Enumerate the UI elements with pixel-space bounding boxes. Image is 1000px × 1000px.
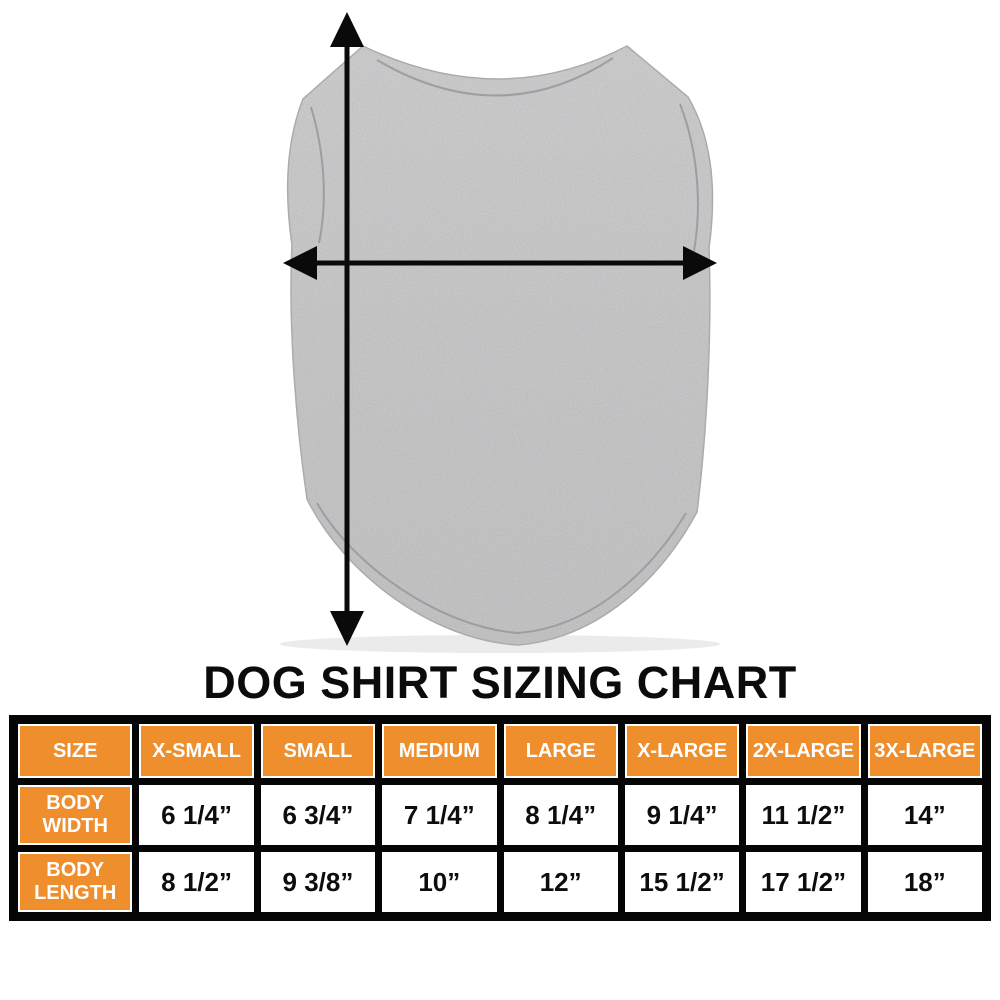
header-cell-2x-large: 2X-LARGE — [746, 724, 861, 778]
header-cell-x-large: X-LARGE — [624, 724, 740, 778]
dog-shirt-diagram-svg — [280, 12, 720, 653]
sizing-table: SIZE X-SMALL SMALL MEDIUM LARGE X-LARGE … — [9, 715, 991, 921]
body-width-3x-large: 14” — [867, 785, 982, 845]
body-length-x-small: 8 1/2” — [139, 852, 254, 912]
body-length-medium: 10” — [382, 852, 497, 912]
header-cell-x-small: X-SMALL — [139, 724, 254, 778]
header-cell-small: SMALL — [260, 724, 376, 778]
shirt-seams — [310, 57, 699, 635]
body-width-small: 6 3/4” — [260, 785, 376, 845]
body-width-x-small: 6 1/4” — [139, 785, 254, 845]
body-length-x-large: 15 1/2” — [624, 852, 740, 912]
header-row: SIZE X-SMALL SMALL MEDIUM LARGE X-LARGE … — [18, 724, 982, 778]
shirt-measurement-diagram — [280, 12, 720, 653]
width-arrow — [283, 246, 717, 280]
left-armhole-seam — [310, 106, 325, 244]
body-width-large: 8 1/4” — [503, 785, 618, 845]
collar-seam — [376, 57, 614, 97]
right-armhole-seam — [679, 103, 699, 252]
page-title: DOG SHIRT SIZING CHART — [203, 657, 797, 708]
body-length-2x-large: 17 1/2” — [746, 852, 861, 912]
row-label-body-width: BODY WIDTH — [18, 785, 133, 845]
body-width-medium: 7 1/4” — [382, 785, 497, 845]
shirt-shadow — [280, 635, 720, 653]
body-length-3x-large: 18” — [867, 852, 982, 912]
header-cell-size: SIZE — [18, 724, 133, 778]
length-arrow — [330, 12, 364, 646]
header-cell-3x-large: 3X-LARGE — [867, 724, 982, 778]
body-width-row: BODY WIDTH 6 1/4” 6 3/4” 7 1/4” 8 1/4” 9… — [18, 785, 982, 845]
hem-seam — [316, 502, 687, 635]
body-width-x-large: 9 1/4” — [624, 785, 740, 845]
body-length-large: 12” — [503, 852, 618, 912]
row-label-body-length: BODY LENGTH — [18, 852, 133, 912]
body-length-small: 9 3/8” — [260, 852, 376, 912]
fabric-texture — [287, 46, 713, 645]
body-length-row: BODY LENGTH 8 1/2” 9 3/8” 10” 12” 15 1/2… — [18, 852, 982, 912]
body-width-2x-large: 11 1/2” — [746, 785, 861, 845]
header-cell-medium: MEDIUM — [382, 724, 497, 778]
header-cell-large: LARGE — [503, 724, 618, 778]
